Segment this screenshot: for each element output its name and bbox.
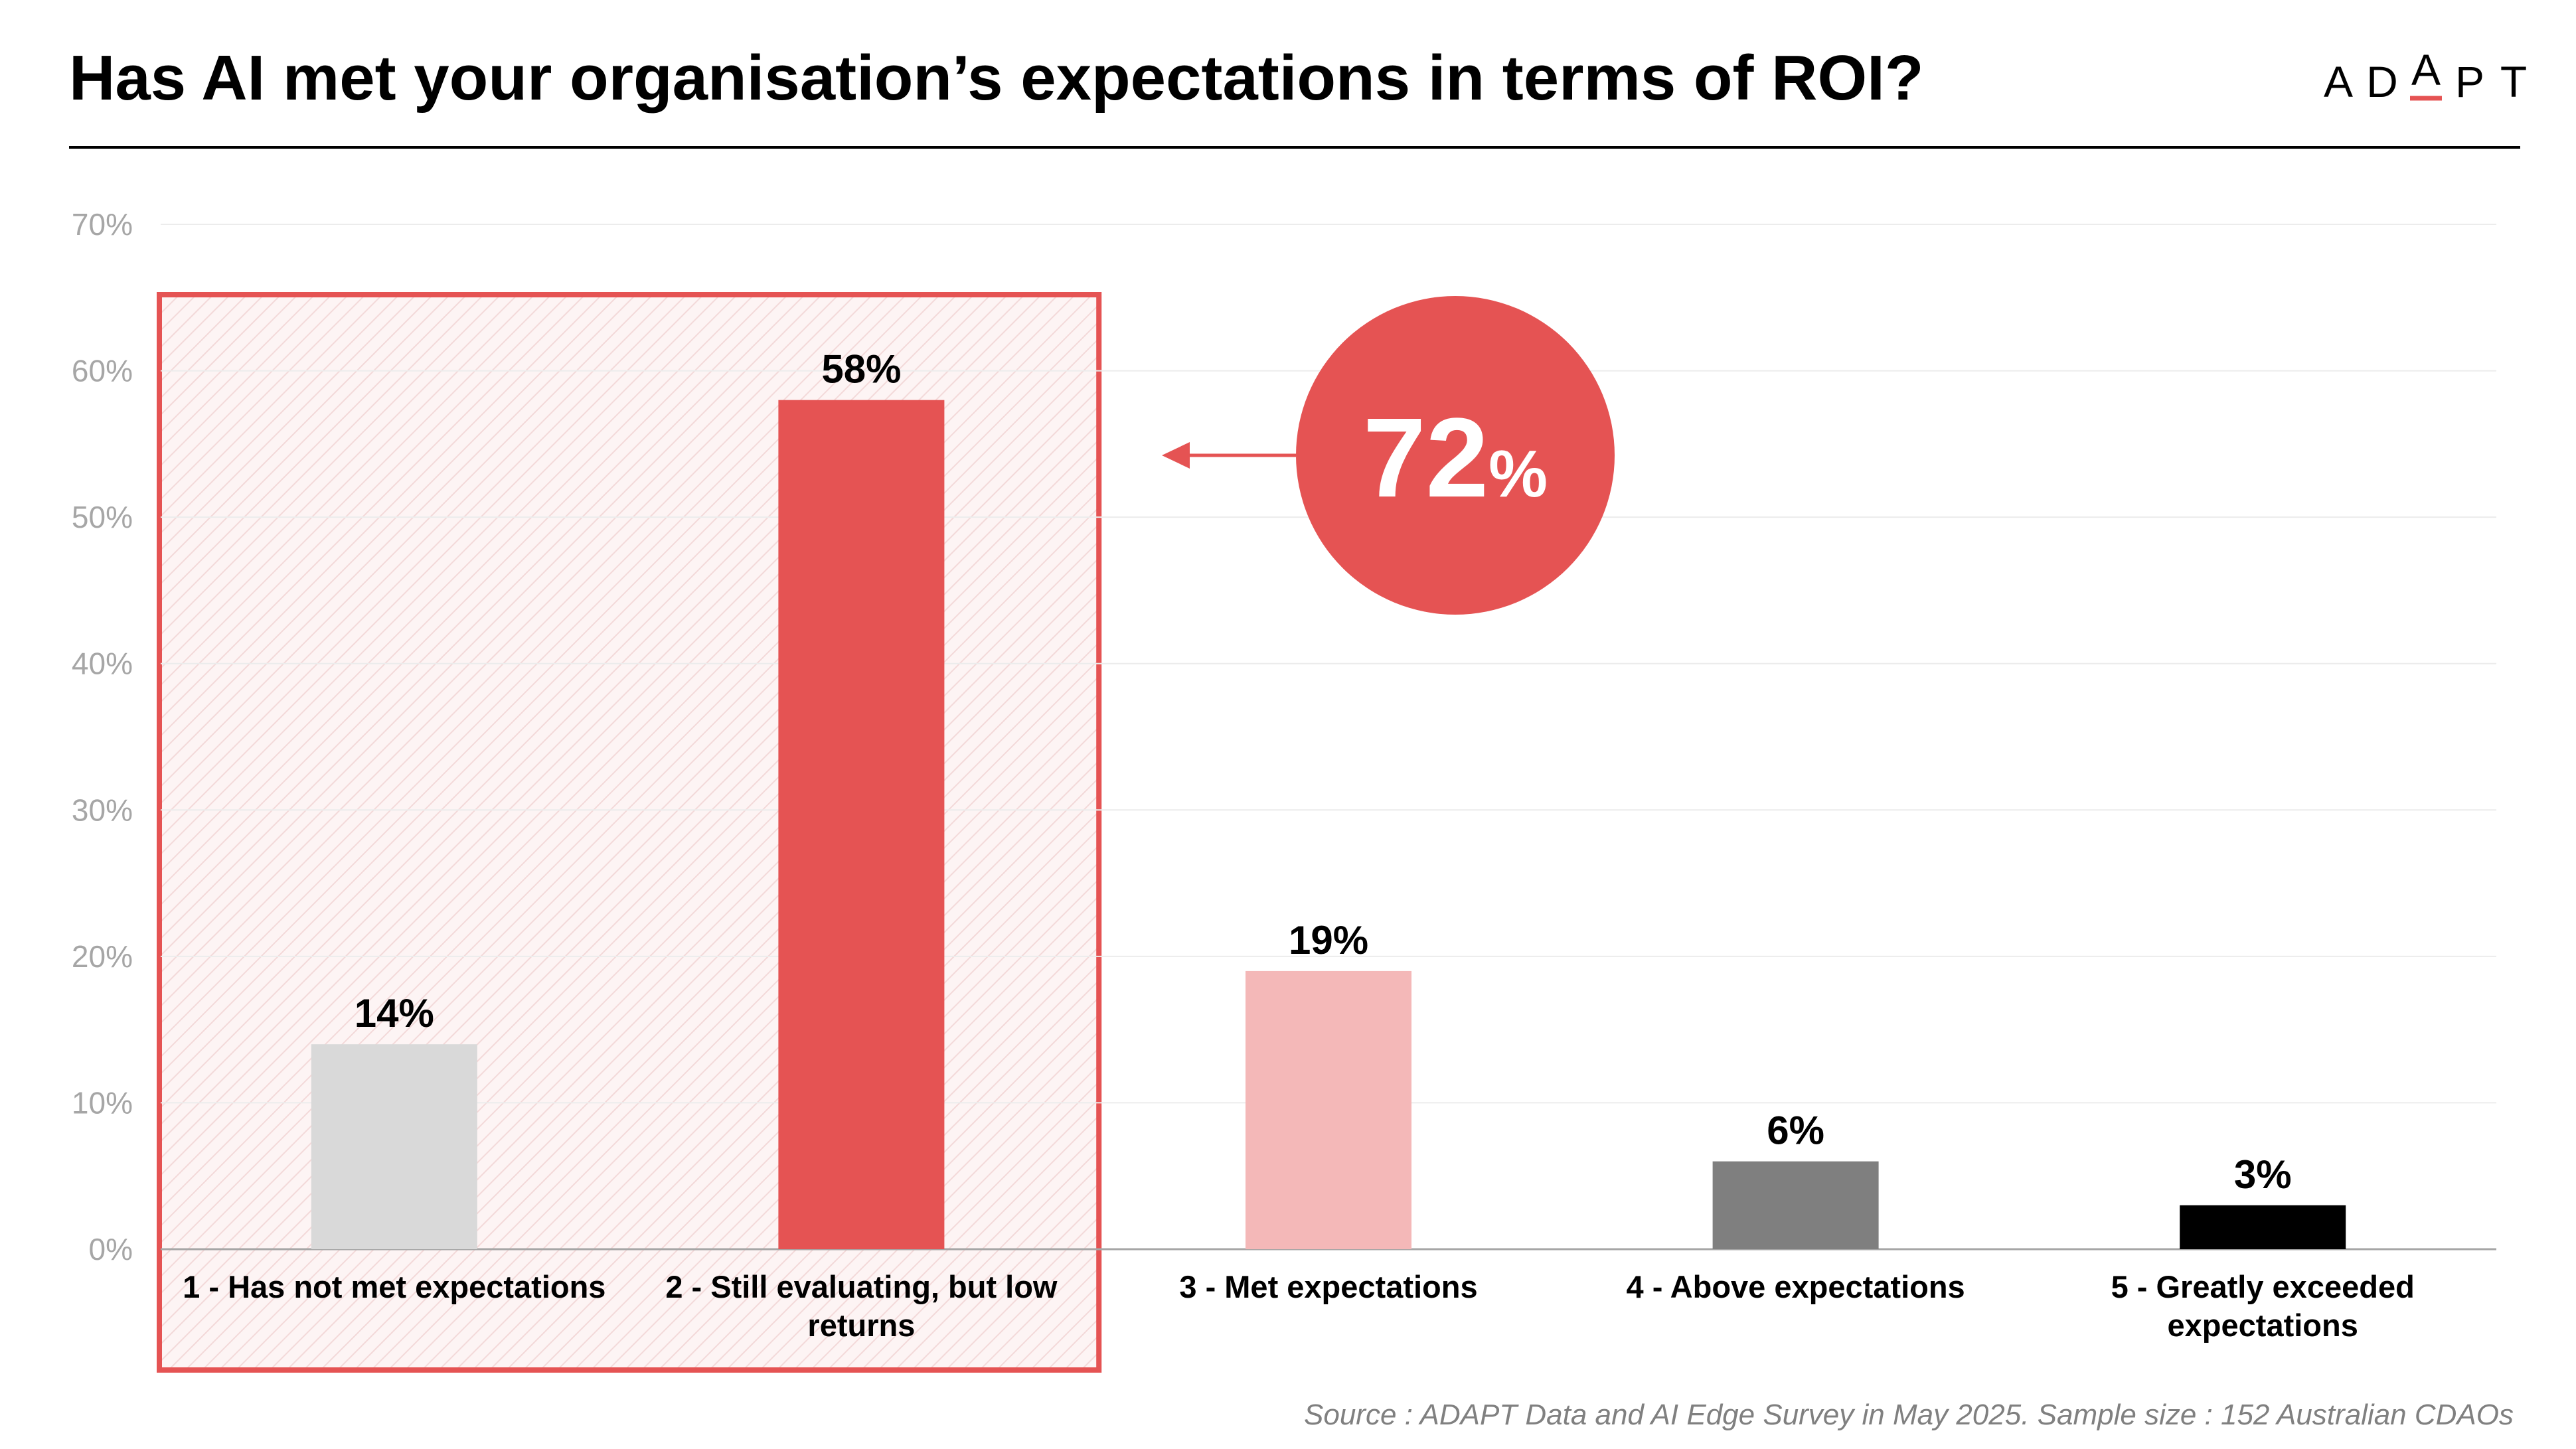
callout-circle [1296,296,1615,615]
category-label: returns [807,1308,915,1343]
bars [311,400,2346,1249]
callout: 72% [1162,296,1615,615]
value-label: 3% [2234,1152,2292,1197]
y-tick-label: 40% [72,647,133,681]
y-tick-label: 30% [72,793,133,827]
logo-letter: A [2411,45,2441,94]
y-tick-label: 50% [72,500,133,534]
bar [311,1044,477,1249]
callout-arrow-head [1162,442,1190,469]
category-label: 4 - Above expectations [1627,1269,1965,1304]
bar [1246,970,1411,1249]
y-tick-label: 20% [72,939,133,974]
source-note: Source : ADAPT Data and AI Edge Survey i… [1304,1399,2514,1431]
y-tick-label: 0% [89,1232,133,1266]
y-tick-label: 60% [72,354,133,388]
logo-letter: A [2324,57,2353,106]
logo-letter: T [2500,57,2527,106]
y-axis-tick-labels: 0% 10% 20% 30% 40% 50% 60% 70% [72,207,133,1266]
logo-letter: D [2366,57,2398,106]
bar [778,400,945,1249]
highlight-frame [157,292,1102,1373]
value-label: 58% [821,347,901,392]
y-tick-label: 70% [72,207,133,242]
callout-value: 72% [1363,395,1548,521]
y-tick-label: 10% [72,1085,133,1120]
value-label: 14% [355,991,434,1035]
category-labels: 1 - Has not met expectations 2 - Still ev… [183,1269,2415,1343]
category-label: 1 - Has not met expectations [183,1269,605,1304]
gridlines [161,224,2496,1104]
logo-letter: P [2455,57,2484,106]
category-label: 3 - Met expectations [1179,1269,1477,1304]
category-label: expectations [2168,1308,2358,1343]
value-labels: 14% 58% 19% 6% 3% [355,347,2292,1197]
category-label: 2 - Still evaluating, but low [665,1269,1058,1304]
callout-unit: % [1489,437,1548,511]
value-label: 19% [1289,918,1368,962]
category-label: 5 - Greatly exceeded [2111,1269,2415,1304]
chart-title: Has AI met your organisation’s expectati… [69,42,1923,114]
value-label: 6% [1767,1108,1824,1153]
callout-number: 72 [1363,395,1489,521]
bar [2180,1205,2346,1249]
bar [1712,1161,1879,1249]
highlight-box [157,292,1102,1373]
